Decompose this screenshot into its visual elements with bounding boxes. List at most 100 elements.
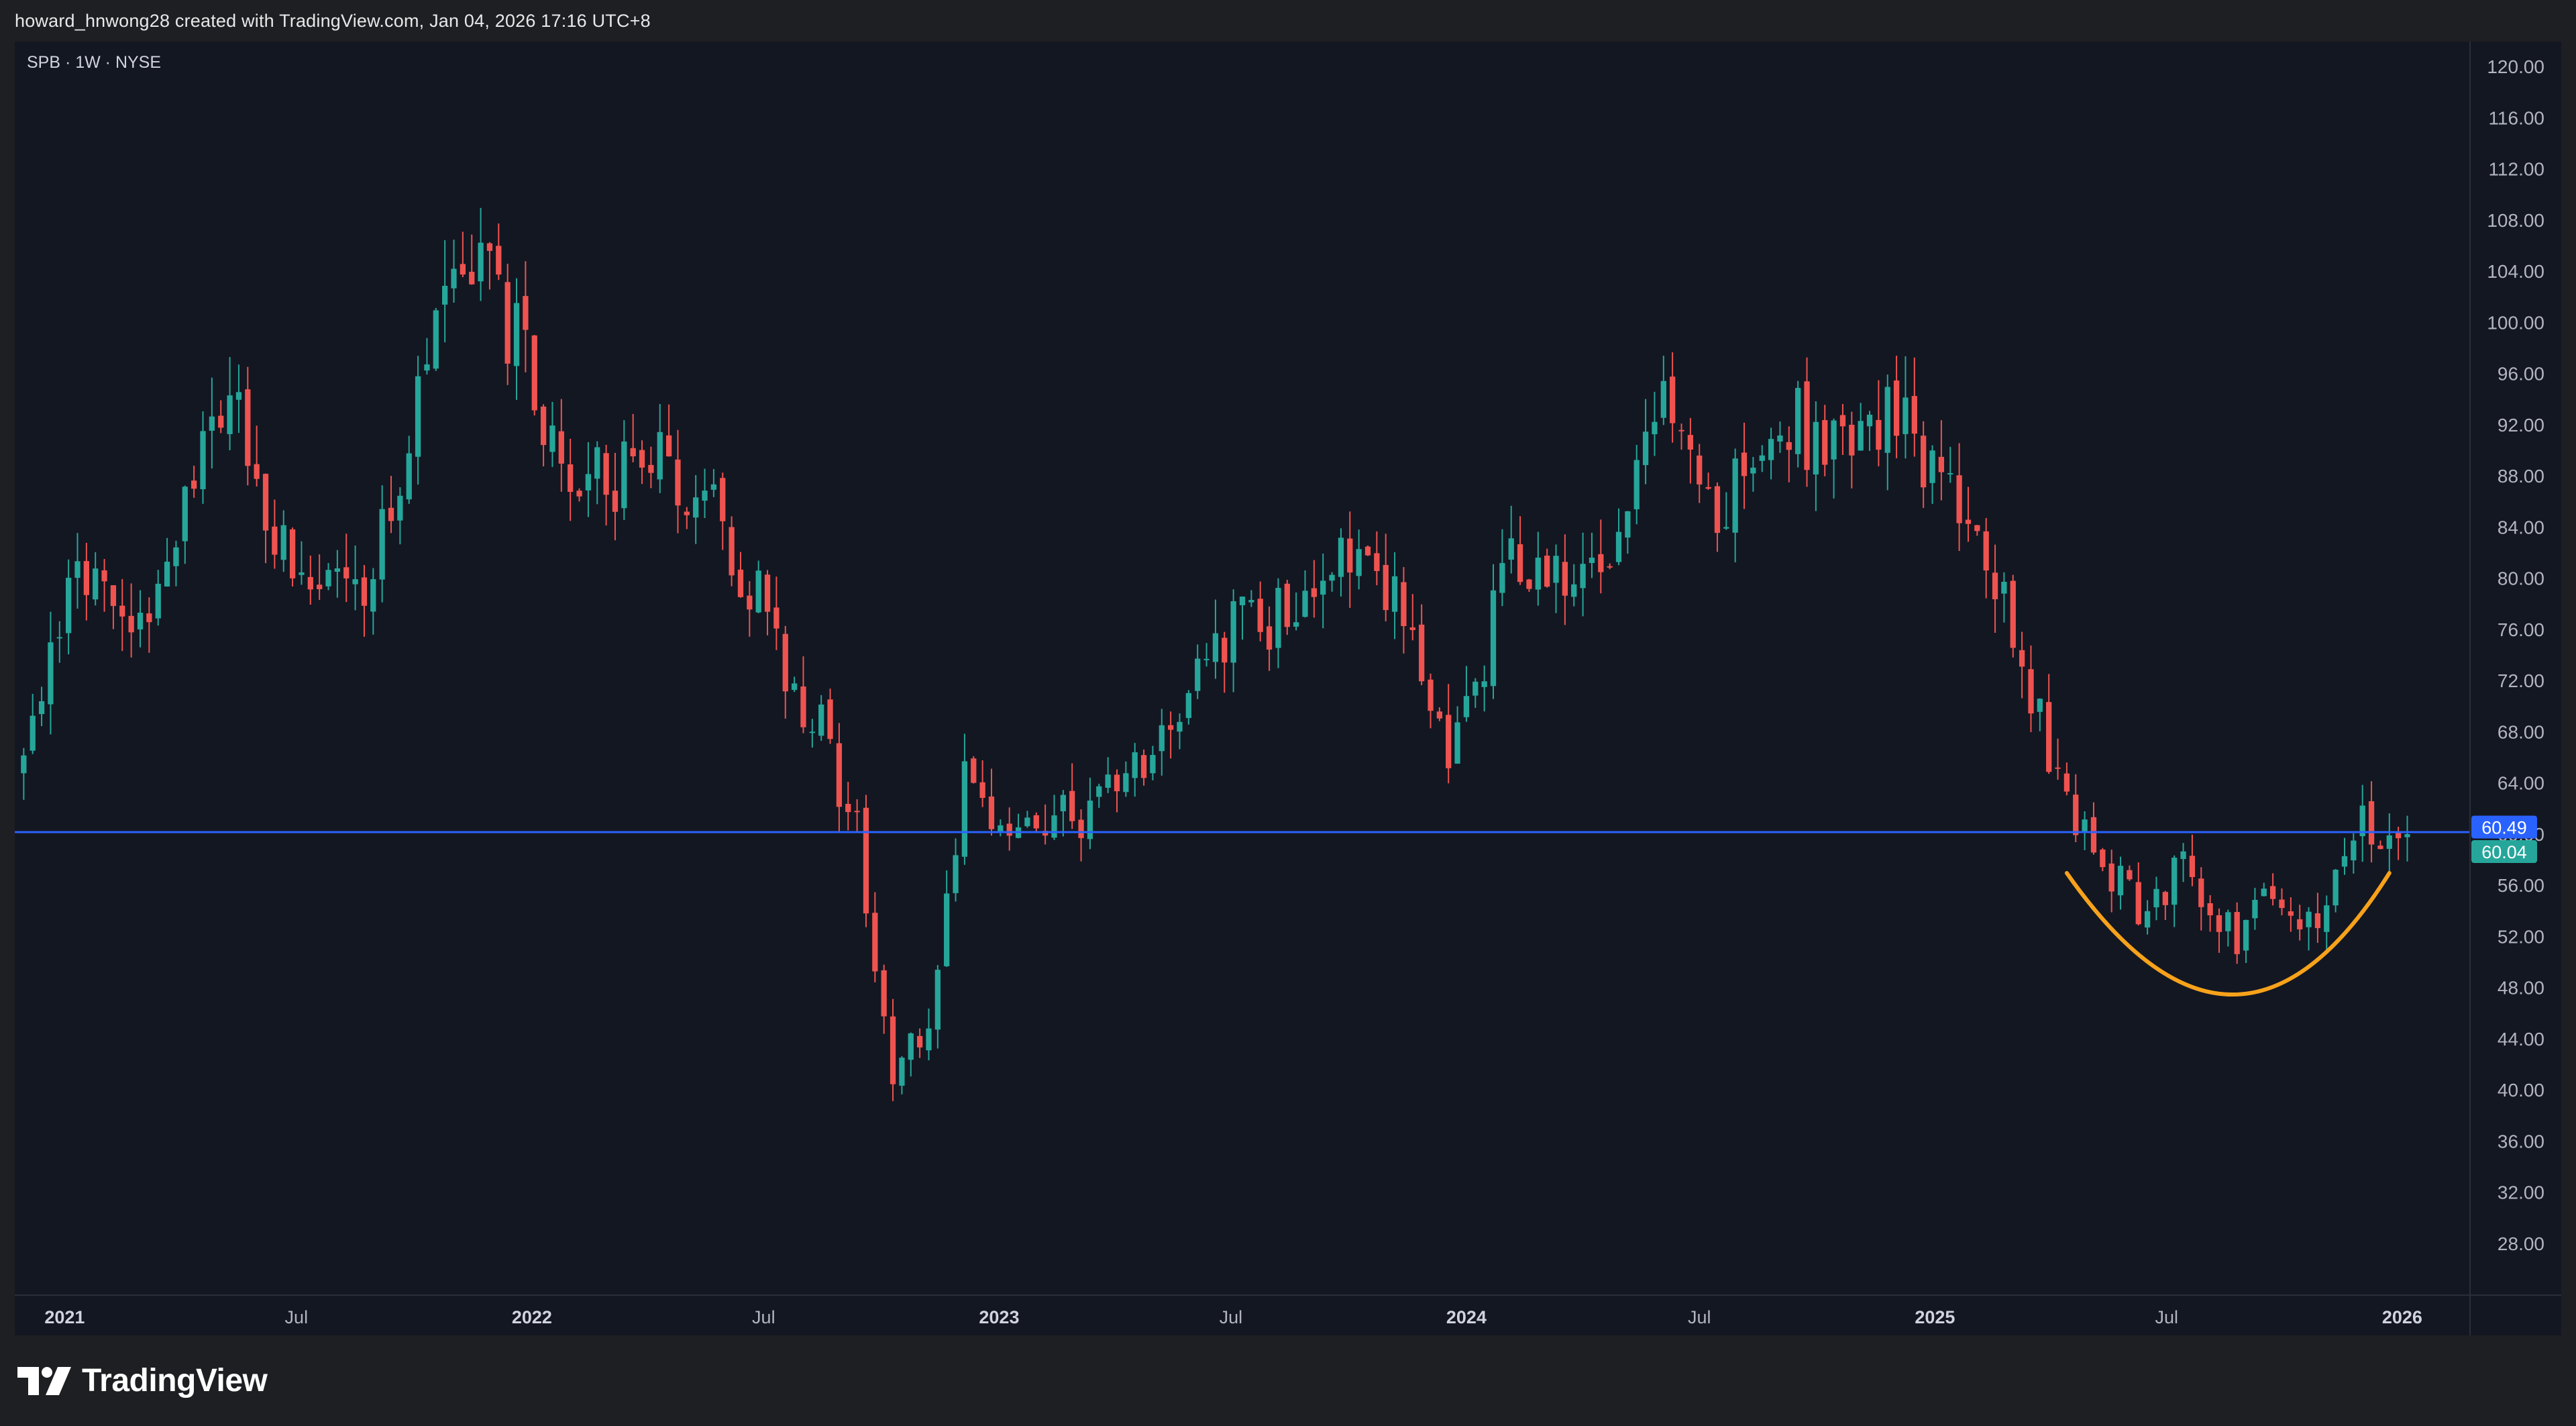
candle xyxy=(523,261,529,372)
candle xyxy=(451,240,457,303)
candle xyxy=(1364,545,1371,556)
candle xyxy=(397,487,403,545)
candle xyxy=(971,756,977,784)
candle xyxy=(21,748,27,800)
tradingview-branding[interactable]: TradingView xyxy=(16,1362,268,1399)
candle xyxy=(1436,707,1443,721)
candle xyxy=(1212,599,1219,679)
candle xyxy=(513,278,520,400)
candle xyxy=(1123,761,1129,797)
candle xyxy=(1257,581,1263,642)
candle xyxy=(2063,762,2070,796)
candle xyxy=(38,686,45,727)
candle xyxy=(1697,444,1703,503)
candle xyxy=(1481,665,1487,712)
symbol-legend[interactable]: SPB · 1W · NYSE xyxy=(27,53,161,72)
candle xyxy=(406,436,412,504)
candle xyxy=(164,538,170,587)
time-axis[interactable]: 2021 Jul 2022 Jul 2023 Jul 2024 Jul 2025 Jul 2026 xyxy=(44,1307,2422,1327)
candle xyxy=(1338,528,1344,597)
candle xyxy=(2377,840,2383,850)
price-axis[interactable]: 120.00 116.00 112.00 108.00 104.00 100.00 96.0… xyxy=(2471,56,2544,1254)
candle xyxy=(146,597,152,653)
candle xyxy=(1446,684,1452,784)
candle xyxy=(2171,855,2178,927)
candle xyxy=(182,485,188,564)
candle xyxy=(657,404,663,493)
candle xyxy=(1947,446,1953,483)
candle xyxy=(56,621,62,663)
candle xyxy=(1356,529,1362,590)
candle xyxy=(1383,533,1389,622)
candle xyxy=(1956,443,1962,551)
rounding-bottom-arc[interactable] xyxy=(2064,870,2392,997)
candle xyxy=(2073,774,2079,843)
drawings[interactable] xyxy=(15,831,2470,997)
candle xyxy=(1302,570,1308,618)
candle xyxy=(648,446,654,489)
candle xyxy=(979,760,985,807)
candle xyxy=(1329,572,1335,592)
candle xyxy=(1992,544,1998,633)
candle xyxy=(1428,673,1434,729)
candle xyxy=(2162,890,2168,920)
candle xyxy=(1938,420,1945,501)
candle xyxy=(729,516,735,587)
candle xyxy=(218,400,224,434)
candle xyxy=(2189,834,2196,886)
candle xyxy=(317,554,323,600)
candle xyxy=(1311,560,1318,618)
candle xyxy=(1741,422,1748,509)
candle xyxy=(961,733,968,865)
candle xyxy=(720,472,726,550)
candle xyxy=(2117,856,2124,910)
candle xyxy=(2180,843,2186,882)
x-tick-label: Jul xyxy=(1220,1307,1243,1327)
candle xyxy=(1024,811,1030,828)
candle xyxy=(48,611,54,735)
candle xyxy=(235,364,242,434)
candle xyxy=(1069,763,1075,829)
candle xyxy=(899,1056,905,1094)
price-label: 60.49 xyxy=(2471,815,2537,839)
candle xyxy=(66,559,72,655)
candle xyxy=(702,468,708,518)
y-tick-label: 108.00 xyxy=(2487,210,2544,231)
candle xyxy=(639,440,645,485)
candle xyxy=(1508,505,1514,574)
candle xyxy=(1284,579,1290,635)
candle xyxy=(2127,865,2133,881)
candle xyxy=(299,541,305,585)
y-tick-label: 88.00 xyxy=(2498,466,2544,487)
candle xyxy=(800,656,806,733)
candle xyxy=(1768,427,1774,480)
candle xyxy=(2207,895,2213,932)
candle xyxy=(442,240,448,343)
x-tick-label: Jul xyxy=(752,1307,775,1327)
candle xyxy=(1419,604,1425,686)
x-tick-label: 2022 xyxy=(512,1307,552,1327)
candle xyxy=(469,234,475,285)
candle xyxy=(433,307,439,371)
candle xyxy=(1615,508,1622,566)
candle xyxy=(2153,876,2159,921)
candle xyxy=(558,399,564,492)
candle xyxy=(1795,380,1801,468)
candle xyxy=(764,570,771,635)
candle xyxy=(1786,426,1792,482)
candle xyxy=(1660,356,1666,425)
tradingview-logo-icon xyxy=(17,1366,71,1395)
candle xyxy=(486,242,493,290)
candle xyxy=(836,723,843,831)
candle xyxy=(1902,356,1909,459)
y-tick-label: 100.00 xyxy=(2487,312,2544,333)
candle xyxy=(254,425,260,487)
candle xyxy=(1965,487,1972,542)
candle xyxy=(1813,401,1819,511)
y-tick-label: 76.00 xyxy=(2498,619,2544,640)
y-tick-label: 116.00 xyxy=(2488,107,2544,128)
candle xyxy=(1562,534,1568,625)
candle xyxy=(2010,574,2016,658)
candle xyxy=(2225,909,2231,947)
